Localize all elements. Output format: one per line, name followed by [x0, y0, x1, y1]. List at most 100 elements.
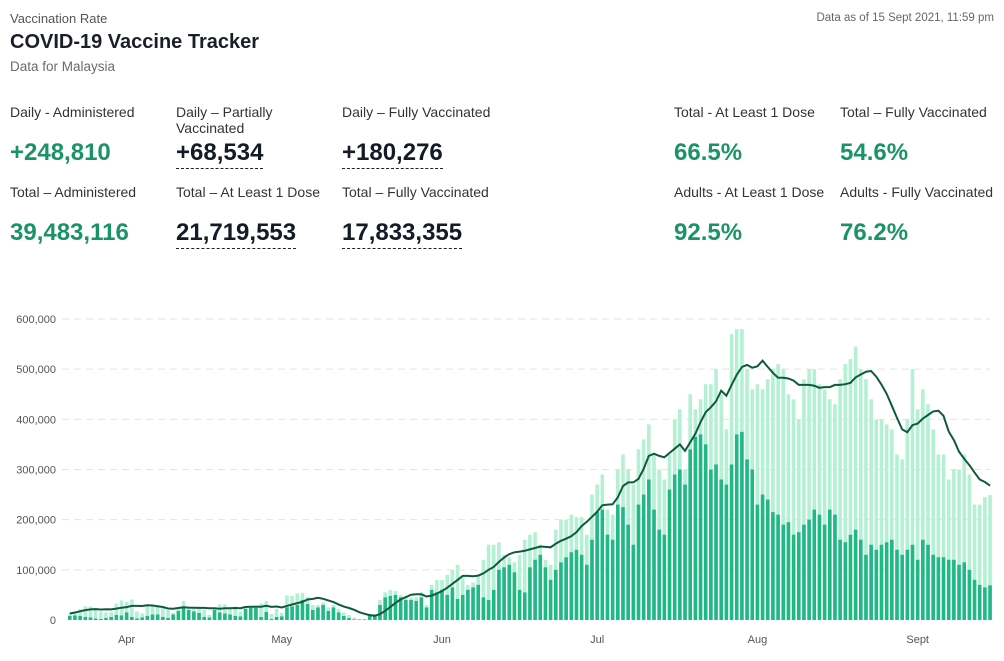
bar-partial: [853, 529, 858, 620]
y-tick-label: 300,000: [16, 465, 56, 477]
bar-partial: [202, 616, 207, 620]
bar-total: [259, 603, 263, 620]
bar-partial: [486, 599, 491, 620]
page-subtitle: Data for Malaysia: [10, 59, 116, 74]
bar-total: [522, 539, 527, 620]
bar-total: [228, 606, 232, 620]
bar-partial: [481, 597, 486, 620]
bar-total: [791, 399, 796, 620]
stat-value: 66.5%: [674, 139, 743, 166]
bar-partial: [378, 604, 382, 620]
bar-partial: [435, 592, 439, 620]
bar-total: [269, 613, 274, 620]
bar-partial: [419, 597, 424, 620]
bar-partial: [791, 534, 796, 620]
bar-partial: [300, 599, 305, 620]
bar-partial: [714, 464, 718, 620]
bar-total: [977, 504, 982, 620]
bar-partial: [466, 589, 470, 620]
stat-label: Total – Administered: [10, 184, 137, 200]
bar-partial: [869, 544, 873, 620]
bar-partial: [678, 469, 682, 620]
bar-partial: [264, 611, 269, 620]
bar-total: [864, 379, 868, 620]
bar-partial: [672, 474, 677, 620]
bar-partial: [331, 607, 336, 620]
bar-partial: [972, 579, 977, 620]
bar-total: [952, 469, 956, 620]
bar-partial: [605, 534, 610, 620]
bar-partial: [543, 567, 548, 620]
bar-partial: [491, 589, 496, 620]
bar-partial: [786, 522, 791, 620]
stat-value[interactable]: +180,276: [342, 138, 443, 169]
bar-partial: [99, 618, 103, 620]
bar-total: [233, 606, 238, 620]
stat-label: Total – Fully Vaccinated: [840, 104, 987, 120]
bar-partial: [502, 567, 506, 620]
bar-total: [822, 389, 827, 620]
bar-partial: [817, 514, 822, 620]
stat-value: 54.6%: [840, 139, 909, 166]
bar-partial: [207, 617, 212, 620]
stat-label: Total – At Least 1 Dose: [176, 184, 320, 200]
bar-partial: [729, 464, 734, 620]
bar-partial: [864, 554, 868, 620]
bar-total: [517, 554, 522, 620]
x-tick-label: May: [271, 634, 292, 646]
bar-partial: [269, 618, 274, 620]
bar-partial: [683, 484, 687, 620]
bar-partial: [228, 614, 232, 620]
bar-total: [135, 611, 139, 620]
bar-partial: [910, 544, 915, 620]
bar-partial: [367, 614, 372, 620]
bar-partial: [404, 599, 408, 620]
stat-value[interactable]: 17,833,355: [342, 218, 463, 249]
bar-total: [352, 617, 356, 620]
bar-total: [812, 369, 817, 620]
bar-partial: [848, 534, 853, 620]
stat-label: Daily – Fully Vaccinated: [342, 104, 491, 120]
bar-partial: [988, 585, 992, 620]
bar-total: [771, 369, 775, 620]
stat-card: Adults - Fully Vaccinated 76.2%: [840, 184, 1000, 248]
bar-partial: [662, 534, 667, 620]
bar-partial: [130, 616, 134, 620]
bar-partial: [724, 484, 729, 620]
bar-partial: [181, 606, 186, 620]
bar-partial: [119, 615, 124, 620]
bar-total: [124, 601, 129, 620]
stat-value: 92.5%: [674, 219, 743, 246]
bar-partial: [424, 607, 429, 620]
bar-partial: [83, 616, 88, 620]
bar-partial: [186, 609, 191, 620]
stat-value[interactable]: 21,719,553: [176, 218, 297, 249]
bar-total: [874, 419, 879, 620]
bar-partial: [476, 584, 481, 620]
data-as-of: Data as of 15 Sept 2021, 11:59 pm: [816, 12, 994, 24]
bar-partial: [693, 436, 698, 620]
bar-partial: [78, 615, 82, 620]
bar-total: [264, 600, 269, 620]
bar-total: [967, 474, 972, 620]
bar-partial: [150, 614, 155, 620]
stat-value[interactable]: +68,534: [176, 138, 264, 169]
bar-partial: [812, 509, 817, 620]
bar-partial: [915, 559, 920, 620]
bar-total: [962, 454, 967, 620]
bar-total: [941, 454, 946, 620]
page-title: COVID-19 Vaccine Tracker: [10, 31, 260, 53]
bar-partial: [310, 609, 315, 620]
bar-partial: [336, 612, 341, 620]
bar-partial: [574, 549, 579, 620]
stat-card: Daily – Fully Vaccinated +180,276: [342, 104, 502, 169]
x-tick-label: Sept: [906, 634, 929, 646]
bar-total: [988, 495, 992, 620]
y-tick-label: 500,000: [16, 364, 56, 376]
stat-card: Total – Fully Vaccinated 17,833,355: [342, 184, 502, 249]
bar-total: [895, 454, 899, 620]
bar-total: [910, 369, 915, 620]
bar-total: [347, 614, 351, 620]
bar-partial: [579, 554, 584, 620]
bar-total: [217, 604, 222, 620]
